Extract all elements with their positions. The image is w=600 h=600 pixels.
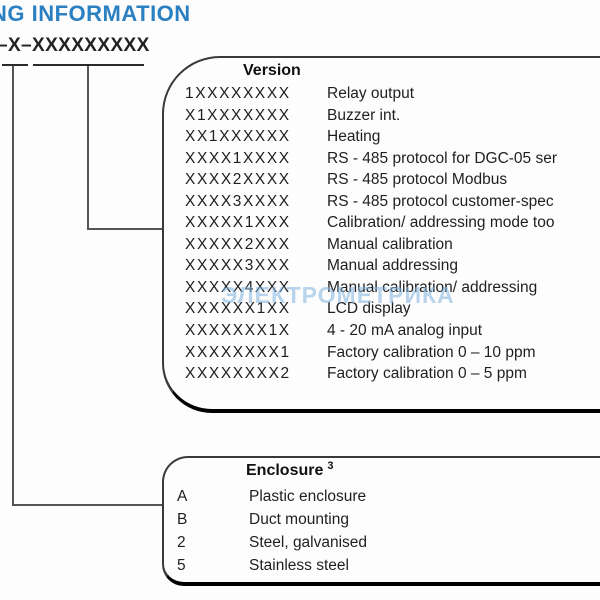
version-code: XXXXXXX1X (185, 322, 291, 340)
enclosure-row: 5 Stainless steel (177, 554, 600, 577)
version-desc: Manual calibration/ addressing (327, 278, 538, 296)
version-desc: Factory calibration 0 – 10 ppm (327, 343, 536, 361)
enclosure-title-text: Enclosure (246, 462, 324, 479)
part-code: –X–XXXXXXXXX (0, 35, 150, 56)
version-code: XXXX3XXXX (185, 192, 291, 210)
version-row: XXXX1XXXX RS - 485 protocol for DGC-05 s… (185, 148, 600, 170)
part-code-underline-enclosure (2, 64, 28, 66)
version-code: XXXXX1XXX (185, 214, 291, 232)
version-rows: 1XXXXXXXX Relay output X1XXXXXXX Buzzer … (185, 83, 600, 385)
enclosure-rows: A Plastic enclosure B Duct mounting 2 St… (177, 485, 600, 577)
enclosure-desc: Steel, galvanised (249, 534, 368, 551)
enclosure-row: 2 Steel, galvanised (177, 531, 600, 554)
version-code: XX1XXXXXX (185, 128, 291, 146)
version-row: XXXXXXXX2 Factory calibration 0 – 5 ppm (185, 363, 600, 385)
version-code: X1XXXXXXX (185, 106, 291, 124)
version-desc: Manual calibration (327, 235, 453, 253)
version-row: 1XXXXXXXX Relay output (185, 83, 600, 105)
version-code: XXXXX4XXX (185, 278, 291, 296)
version-row: XXXXXX1XX LCD display (185, 298, 600, 320)
enclosure-row: A Plastic enclosure (177, 485, 600, 508)
version-desc: LCD display (327, 300, 411, 318)
enclosure-desc: Plastic enclosure (249, 488, 367, 505)
version-code: XXXXX3XXX (185, 257, 291, 275)
version-desc: RS - 485 protocol for DGC-05 ser (327, 149, 558, 167)
enclosure-code: A (177, 488, 188, 505)
part-code-underline-version (33, 64, 144, 66)
connector-enclosure-vertical (12, 66, 14, 506)
version-row: XXXXX2XXX Manual calibration (185, 234, 600, 256)
version-desc: Factory calibration 0 – 5 ppm (327, 365, 527, 383)
version-desc: Relay output (327, 85, 415, 102)
version-row: XXXXXXX1X 4 - 20 mA analog input (185, 320, 600, 342)
version-row: XXXX2XXXX RS - 485 protocol Modbus (185, 169, 600, 191)
version-desc: 4 - 20 mA analog input (327, 322, 483, 340)
connector-enclosure-horizontal (12, 504, 164, 506)
enclosure-row: B Duct mounting (177, 508, 600, 531)
version-code: XXXX2XXXX (185, 171, 291, 189)
version-row: XXXXX4XXX Manual calibration/ addressing (185, 277, 600, 299)
version-row: XXXXX1XXX Calibration/ addressing mode t… (185, 212, 600, 234)
version-code: XXXXX2XXX (185, 235, 291, 253)
enclosure-code: 2 (177, 534, 186, 551)
version-desc: Heating (327, 128, 381, 146)
connector-version-horizontal (87, 228, 165, 230)
version-row: XX1XXXXXX Heating (185, 126, 600, 148)
version-code: XXXXXXXX2 (185, 365, 291, 383)
connector-version-vertical (87, 66, 89, 230)
version-row: XXXXXXXX1 Factory calibration 0 – 10 ppm (185, 342, 600, 364)
enclosure-code: B (177, 511, 188, 528)
version-title: Version (243, 62, 301, 79)
version-code: 1XXXXXXXX (185, 85, 291, 102)
version-box: Version 1XXXXXXXX Relay output X1XXXXXXX… (162, 56, 600, 413)
version-desc: Manual addressing (327, 257, 458, 275)
enclosure-desc: Duct mounting (249, 511, 349, 528)
enclosure-title: Enclosure 3 (246, 460, 333, 480)
enclosure-box: Enclosure 3 A Plastic enclosure B Duct mo… (162, 456, 600, 586)
version-code: XXXXXX1XX (185, 300, 291, 318)
version-row: XXXXX3XXX Manual addressing (185, 255, 600, 277)
watermark: ЭЛЕКТРОМЕТРИКА (221, 282, 455, 308)
version-desc: Calibration/ addressing mode too (327, 214, 555, 232)
version-desc: Buzzer int. (327, 106, 401, 124)
enclosure-desc: Stainless steel (249, 557, 349, 574)
version-code: XXXX1XXXX (185, 149, 291, 167)
enclosure-code: 5 (177, 557, 186, 574)
version-row: X1XXXXXXX Buzzer int. (185, 105, 600, 127)
version-code: XXXXXXXX1 (185, 343, 291, 361)
version-desc: RS - 485 protocol customer-spec (327, 192, 554, 210)
page-title: NG INFORMATION (0, 1, 191, 26)
version-desc: RS - 485 protocol Modbus (327, 171, 508, 189)
enclosure-footnote-marker: 3 (327, 460, 334, 472)
version-row: XXXX3XXXX RS - 485 protocol customer-spe… (185, 191, 600, 213)
